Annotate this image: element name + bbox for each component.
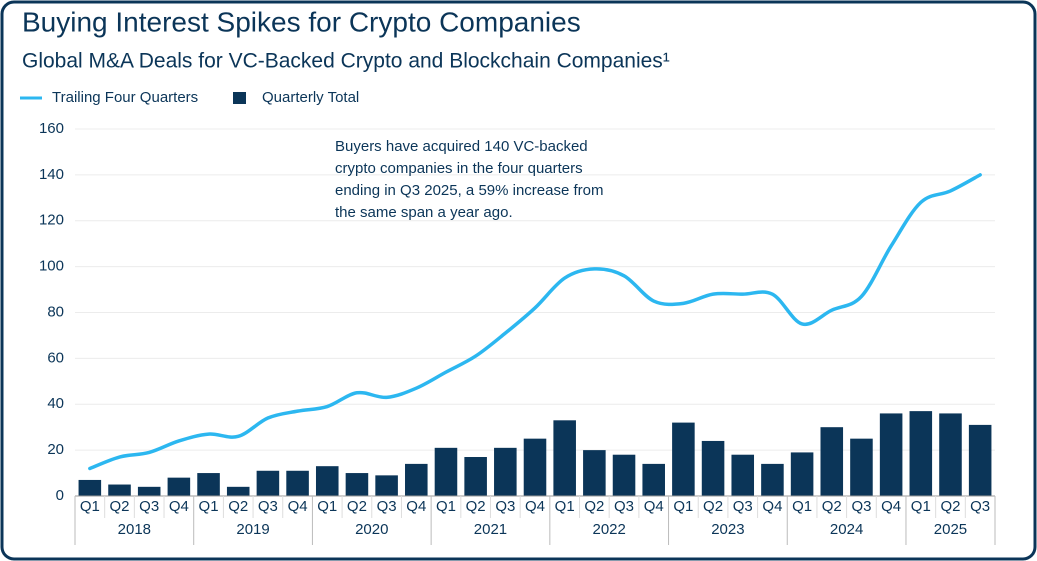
legend-label: Trailing Four Quarters: [52, 89, 198, 106]
x-tick-label: Q4: [406, 498, 426, 515]
x-tick-label: Q1: [317, 498, 337, 515]
bar: [494, 447, 517, 496]
annotation: Buyers have acquired 140 VC-backed crypto…: [335, 138, 604, 221]
x-tick-label: Q4: [169, 498, 189, 515]
x-group-label: 2020: [355, 521, 388, 538]
x-tick-label: Q2: [703, 498, 723, 515]
bar: [286, 470, 309, 496]
bar: [108, 484, 131, 496]
x-group-label: 2023: [711, 521, 744, 538]
x-tick-label: Q2: [584, 498, 604, 515]
x-group-label: 2025: [934, 521, 967, 538]
bar: [137, 486, 161, 496]
bar: [583, 450, 606, 496]
trend-line: [88, 173, 982, 471]
x-tick-label: Q2: [940, 498, 960, 515]
chart-title: Buying Interest Spikes for Crypto Compan…: [22, 6, 581, 37]
y-tick-label: 160: [39, 120, 64, 137]
x-tick-label: Q4: [644, 498, 664, 515]
x-tick-label: Q4: [762, 498, 782, 515]
annotation-line: Buyers have acquired 140 VC-backed: [335, 138, 588, 155]
x-tick-label: Q4: [288, 498, 308, 515]
bar: [78, 479, 102, 496]
bar: [701, 440, 725, 496]
y-tick-label: 40: [47, 395, 64, 412]
x-group-label: 2019: [236, 521, 269, 538]
x-tick-label: Q1: [673, 498, 693, 515]
x-tick-label: Q1: [555, 498, 575, 515]
x-tick-label: Q1: [436, 498, 456, 515]
y-tick-label: 120: [39, 212, 64, 229]
x-tick-label: Q3: [970, 498, 990, 515]
annotation-line: crypto companies in the four quarters: [335, 160, 583, 177]
x-group-label: 2022: [593, 521, 626, 538]
x-tick-label: Q2: [466, 498, 486, 515]
legend-label: Quarterly Total: [262, 89, 359, 106]
x-tick-label: Q1: [792, 498, 812, 515]
x-tick-label: Q3: [733, 498, 753, 515]
x-tick-label: Q2: [347, 498, 367, 515]
bar: [405, 463, 428, 496]
x-tick-label: Q3: [258, 498, 278, 515]
annotation-line: ending in Q3 2025, a 59% increase from: [335, 182, 604, 199]
x-tick-label: Q4: [525, 498, 545, 515]
y-tick-label: 80: [47, 303, 64, 320]
x-tick-label: Q3: [377, 498, 397, 515]
x-tick-label: Q3: [495, 498, 515, 515]
y-tick-label: 0: [56, 487, 64, 504]
bar: [464, 457, 487, 496]
bar: [375, 475, 398, 496]
y-tick-label: 20: [47, 441, 64, 458]
y-tick-label: 60: [47, 349, 64, 366]
x-tick-label: Q1: [80, 498, 100, 515]
bar: [761, 463, 784, 496]
bar: [226, 486, 250, 496]
x-tick-label: Q2: [822, 498, 842, 515]
bar: [968, 424, 992, 496]
bar: [523, 438, 547, 496]
x-tick-label: Q4: [881, 498, 901, 515]
x-tick-label: Q2: [110, 498, 130, 515]
bar: [642, 463, 665, 496]
chart-subtitle: Global M&A Deals for VC-Backed Crypto an…: [22, 50, 670, 73]
bar: [553, 420, 576, 496]
bar: [167, 477, 191, 496]
x-tick-label: Q3: [614, 498, 634, 515]
bar: [820, 427, 844, 496]
legend-bar-swatch: [233, 92, 246, 104]
bar: [850, 438, 873, 496]
x-tick-label: Q3: [851, 498, 871, 515]
bar: [197, 473, 220, 496]
bar: [345, 473, 369, 496]
bar: [879, 413, 903, 496]
bar: [315, 466, 339, 496]
x-tick-label: Q3: [139, 498, 159, 515]
bar: [256, 470, 280, 496]
bar: [909, 411, 933, 496]
x-tick-label: Q1: [199, 498, 219, 515]
bar: [790, 452, 814, 496]
y-tick-label: 100: [39, 258, 64, 275]
x-tick-label: Q1: [911, 498, 931, 515]
bar: [939, 413, 962, 496]
x-group-label: 2018: [118, 521, 151, 538]
bar: [672, 422, 695, 496]
y-tick-label: 140: [39, 166, 64, 183]
bar: [434, 447, 458, 496]
x-tick-label: Q2: [228, 498, 248, 515]
bar: [731, 454, 755, 496]
annotation-line: the same span a year ago.: [335, 204, 513, 221]
x-group-label: 2021: [474, 521, 507, 538]
x-group-label: 2024: [830, 521, 863, 538]
bar: [612, 454, 636, 496]
